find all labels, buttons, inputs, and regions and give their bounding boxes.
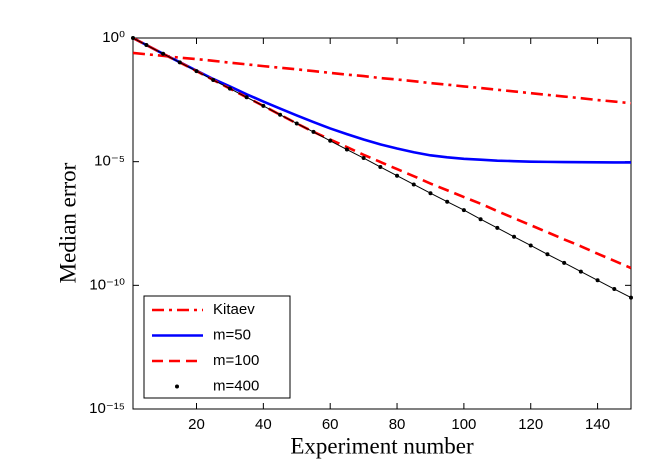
data-point (194, 69, 199, 74)
data-point (545, 252, 550, 257)
y-tick-label: 10⁻¹⁵ (89, 400, 125, 417)
data-point (495, 225, 500, 230)
legend-label: m=100 (213, 352, 259, 369)
data-point (595, 278, 600, 283)
data-point (578, 269, 583, 274)
x-tick-label: 60 (322, 416, 339, 433)
data-point (177, 60, 182, 65)
data-point (378, 164, 383, 169)
series-line (133, 51, 631, 105)
data-point (461, 208, 466, 213)
data-point (411, 182, 416, 187)
y-tick-label: 10⁻¹⁰ (89, 276, 125, 293)
data-point (361, 156, 366, 161)
series-line (133, 38, 631, 164)
y-tick-label: 10⁻⁵ (94, 153, 125, 170)
data-point (344, 147, 349, 152)
x-tick-label: 120 (518, 416, 543, 433)
x-tick-label: 20 (188, 416, 205, 433)
data-point (244, 95, 249, 100)
y-axis-label: Median error (55, 162, 80, 283)
x-axis-label: Experiment number (290, 433, 474, 458)
data-point (311, 129, 316, 134)
data-point (428, 191, 433, 196)
plot-frame (132, 37, 632, 410)
legend-marker (175, 384, 179, 389)
series-line (133, 38, 631, 270)
data-point (629, 295, 633, 300)
data-point (211, 78, 216, 83)
data-point (328, 138, 333, 143)
data-point (395, 173, 400, 178)
x-tick-label: 40 (255, 416, 272, 433)
data-point (512, 234, 517, 239)
data-point (478, 217, 483, 222)
data-point (294, 121, 299, 126)
data-point (227, 86, 232, 91)
data-point (562, 260, 567, 265)
x-tick-label: 80 (389, 416, 406, 433)
data-point (161, 51, 166, 56)
data-point (278, 112, 283, 117)
data-point (445, 199, 450, 204)
y-tick-label: 10⁰ (102, 29, 125, 46)
data-point (131, 36, 135, 40)
data-point (144, 43, 149, 48)
legend-label: Kitaev (213, 301, 255, 318)
legend-box (143, 295, 291, 399)
data-point (261, 103, 266, 108)
legend-background (144, 296, 290, 398)
legend-label: m=50 (213, 326, 251, 343)
x-tick-label: 100 (451, 416, 476, 433)
x-tick-label: 140 (585, 416, 610, 433)
legend-label: m=400 (213, 377, 259, 394)
data-point (612, 287, 617, 292)
data-point (528, 243, 533, 248)
